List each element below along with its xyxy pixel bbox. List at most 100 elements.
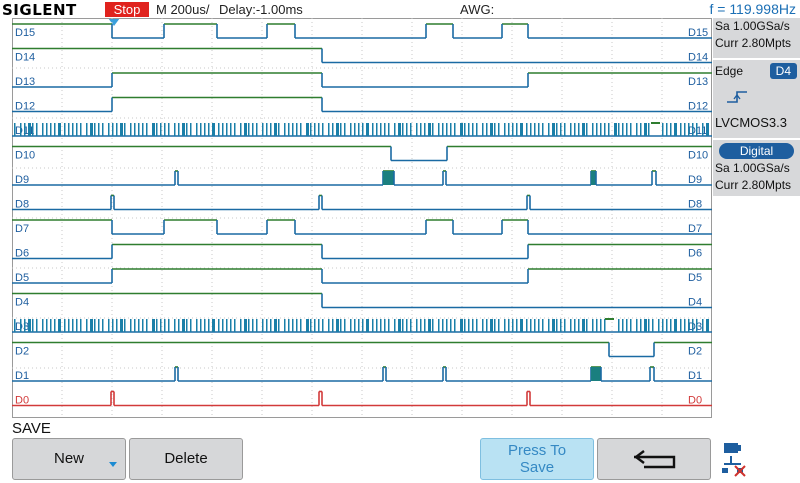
bus-pulse — [402, 123, 404, 136]
bus-pulse — [482, 123, 484, 136]
bus-pulse — [112, 123, 114, 136]
bus-pulse — [266, 319, 268, 332]
bus-pulse — [130, 319, 132, 332]
bus-pulse — [596, 123, 598, 136]
bus-pulse — [476, 319, 478, 332]
bus-pulse — [164, 123, 166, 136]
bus-pulse — [490, 123, 493, 136]
bus-pulse — [196, 123, 198, 136]
bus-pulse — [692, 123, 694, 136]
bus-pulse — [120, 123, 123, 136]
bus-pulse — [674, 319, 677, 332]
bus-pulse — [432, 319, 434, 332]
bus-pulse — [164, 319, 166, 332]
bus-pulse — [292, 319, 294, 332]
bus-pulse — [262, 123, 264, 136]
bus-pulse — [460, 319, 463, 332]
bus-pulse — [600, 123, 602, 136]
channel-label-right: D11 — [688, 125, 707, 137]
pulse-burst — [383, 171, 394, 185]
bus-pulse — [366, 123, 369, 136]
bus-pulse — [662, 319, 664, 332]
bus-pulse — [680, 123, 682, 136]
bus-pulse — [306, 319, 309, 332]
bus-pulse — [490, 319, 493, 332]
bus-pulse — [388, 319, 390, 332]
channel-label-left: D6 — [15, 248, 29, 260]
trigger-level: LVCMOS3.3 — [715, 115, 788, 130]
press-to-save-button[interactable]: Press To Save — [480, 438, 594, 480]
bus-pulse — [42, 319, 44, 332]
bus-pulse — [204, 123, 206, 136]
acq-memory-depth: Curr 2.80Mpts — [715, 36, 792, 50]
channel-label-right: D9 — [688, 174, 702, 186]
waveform-display[interactable]: D15D15D14D14D13D13D12D12D11D11D10D10D9D9… — [12, 18, 712, 418]
bus-pulse — [244, 123, 247, 136]
bus-pulse — [310, 319, 312, 332]
trigger-position-marker-icon[interactable] — [108, 18, 120, 26]
bus-pulse — [556, 319, 558, 332]
bus-pulse — [64, 319, 66, 332]
bus-pulse — [428, 319, 431, 332]
bus-pulse — [336, 123, 339, 136]
bus-pulse — [498, 123, 500, 136]
bus-pulse — [332, 123, 334, 136]
channel-label-left: D5 — [15, 272, 29, 284]
channel-label-left: D1 — [15, 370, 29, 382]
bus-pulse — [538, 319, 540, 332]
bus-pulse — [306, 123, 309, 136]
bus-pulse — [58, 319, 61, 332]
acquisition-panel[interactable]: Sa 1.00GSa/s Curr 2.80Mpts — [713, 18, 800, 58]
bus-pulse — [508, 319, 510, 332]
bus-pulse — [102, 319, 104, 332]
bus-pulse — [156, 123, 158, 136]
digital-panel[interactable]: Digital Sa 1.00GSa/s Curr 2.80Mpts — [713, 140, 800, 196]
bus-pulse — [336, 319, 339, 332]
bus-pulse — [648, 123, 650, 136]
bus-pulse — [696, 319, 698, 332]
bus-pulse — [706, 319, 709, 332]
delete-button-label: Delete — [164, 450, 208, 467]
bus-pulse — [174, 123, 176, 136]
bus-pulse — [76, 319, 78, 332]
bus-pulse — [86, 123, 88, 136]
bus-pulse — [138, 319, 140, 332]
bus-pulse — [560, 123, 562, 136]
bus-pulse — [156, 319, 158, 332]
bus-pulse — [680, 319, 682, 332]
bus-pulse — [464, 123, 466, 136]
bus-pulse — [314, 123, 316, 136]
bus-pulse — [366, 319, 369, 332]
bus-pulse — [274, 319, 277, 332]
bus-pulse — [252, 319, 254, 332]
delay-readout[interactable]: Delay:-1.00ms — [219, 2, 303, 17]
channel-label-left: D12 — [15, 101, 35, 113]
delete-button[interactable]: Delete — [129, 438, 243, 480]
bus-pulse — [526, 123, 528, 136]
run-stop-indicator[interactable]: Stop — [105, 2, 149, 17]
bus-pulse — [218, 319, 220, 332]
digital-memory-depth: Curr 2.80Mpts — [715, 178, 792, 192]
channel-label-left: D10 — [15, 150, 35, 162]
trigger-panel[interactable]: Edge D4 LVCMOS3.3 — [713, 60, 800, 138]
bus-pulse — [46, 319, 48, 332]
new-button[interactable]: New — [12, 438, 126, 480]
bus-pulse — [570, 319, 572, 332]
bus-pulse — [450, 319, 452, 332]
bus-pulse — [644, 123, 647, 136]
bus-pulse — [556, 123, 558, 136]
timebase-readout[interactable]: M 200us/ — [156, 2, 210, 17]
channel-label-left: D13 — [15, 76, 35, 88]
bus-pulse — [168, 319, 170, 332]
return-button[interactable] — [597, 438, 711, 480]
bus-pulse — [454, 319, 456, 332]
bus-pulse — [296, 123, 298, 136]
bus-pulse — [688, 319, 690, 332]
bus-pulse — [464, 319, 466, 332]
bus-pulse — [340, 319, 342, 332]
channel-label-right: D4 — [688, 297, 702, 309]
bus-pulse — [186, 123, 188, 136]
bus-pulse — [212, 319, 215, 332]
chevron-down-icon — [109, 462, 117, 467]
menu-title: SAVE — [12, 420, 51, 437]
